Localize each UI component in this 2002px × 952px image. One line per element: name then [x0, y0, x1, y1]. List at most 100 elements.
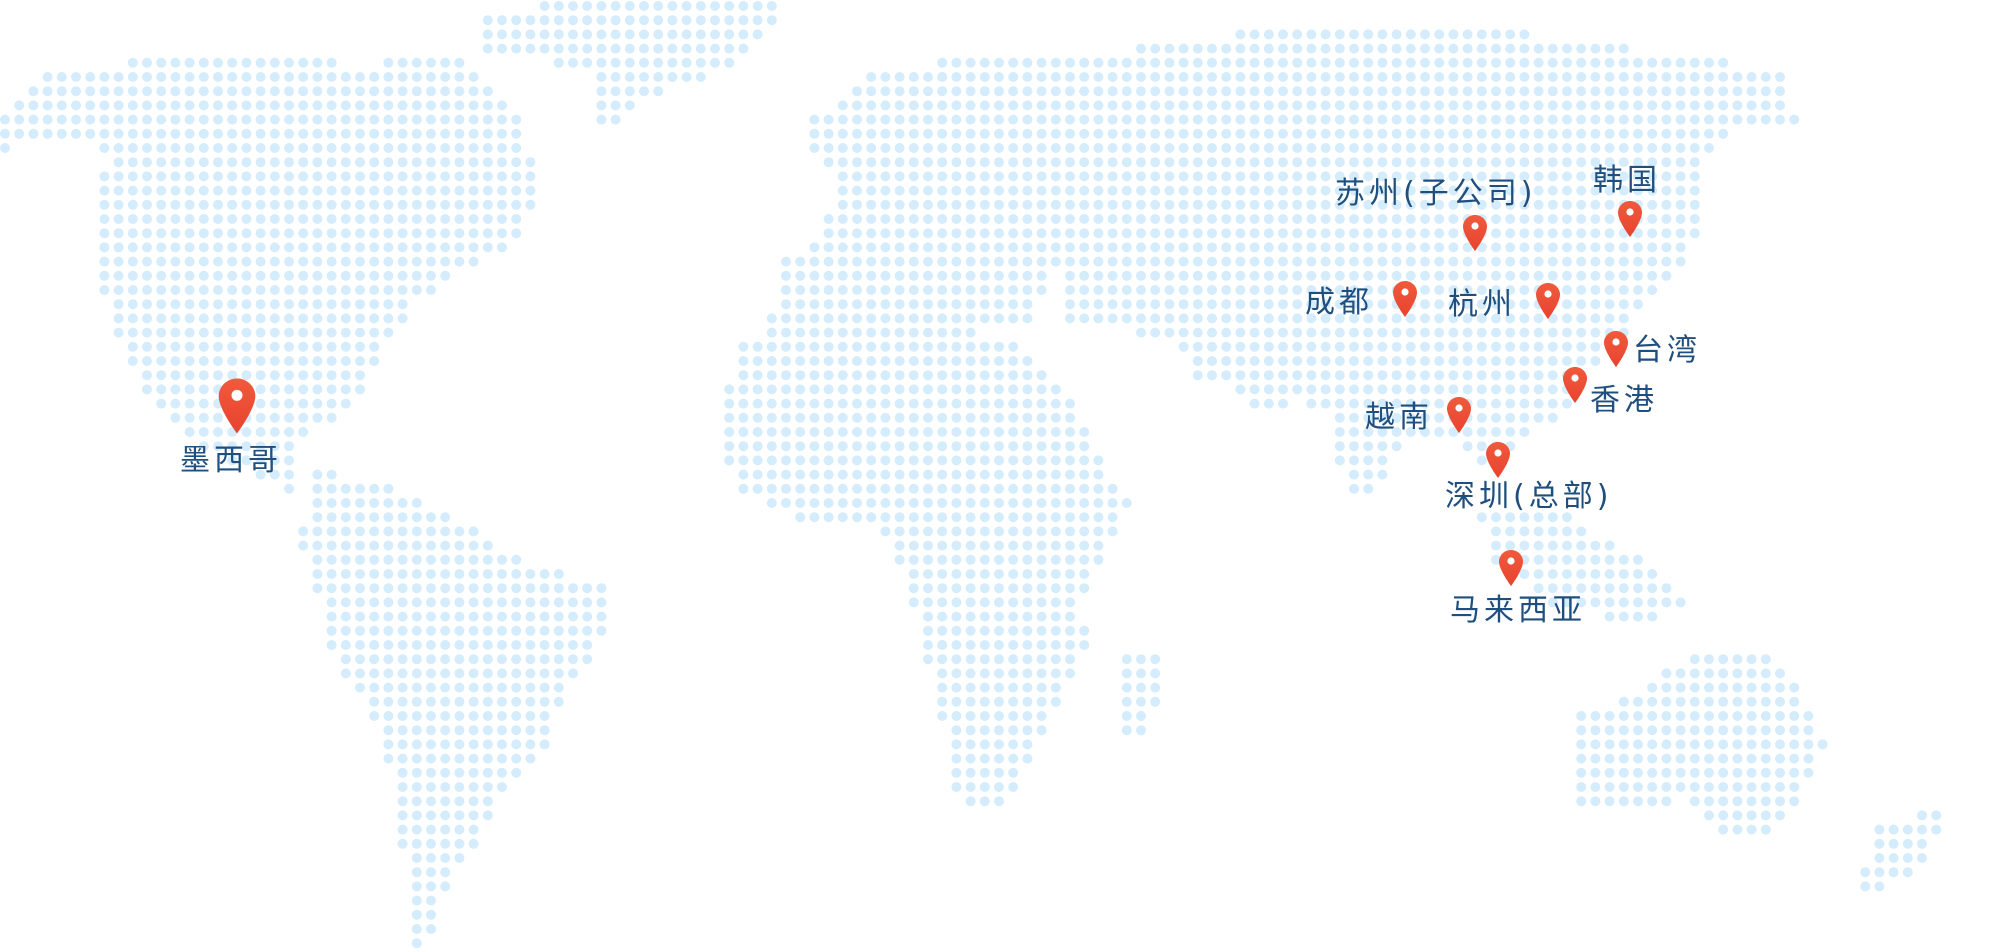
map-pin-icon[interactable]: [1462, 214, 1488, 252]
map-pin-icon[interactable]: [1535, 282, 1561, 320]
map-dot: [142, 128, 152, 139]
map-pin-icon[interactable]: [1603, 330, 1629, 368]
map-dot: [1079, 583, 1090, 594]
location-label-taiwan: 台湾: [1633, 333, 1701, 368]
map-dot: [383, 114, 394, 125]
map-dot: [1391, 171, 1402, 182]
map-dot: [1192, 114, 1203, 125]
map-dot: [1661, 171, 1672, 182]
map-dot: [1547, 356, 1558, 366]
map-dot: [440, 157, 451, 168]
map-dot: [284, 370, 294, 381]
map-dot: [0, 114, 10, 125]
map-pin-icon[interactable]: [1392, 280, 1418, 318]
map-dot: [1505, 398, 1516, 409]
map-dot: [994, 654, 1004, 665]
map-dot: [198, 57, 209, 68]
map-dot: [340, 270, 351, 281]
map-dot: [255, 327, 266, 338]
map-dot: [1448, 199, 1459, 210]
map-dot: [1136, 100, 1146, 111]
map-dot: [1349, 469, 1359, 480]
map-dot: [1349, 199, 1359, 210]
map-dot: [1065, 654, 1075, 665]
map-dot: [383, 185, 394, 196]
map-dot: [1136, 313, 1146, 324]
map-dot: [965, 668, 976, 679]
map-dot: [1533, 171, 1544, 182]
map-dot: [1121, 100, 1132, 111]
map-dot: [454, 753, 465, 764]
map-dot: [923, 483, 933, 494]
map-dot: [866, 228, 877, 239]
map-dot: [1363, 256, 1374, 267]
map-dot: [965, 171, 976, 182]
map-dot: [454, 72, 465, 82]
map-dot: [426, 100, 436, 111]
map-dot: [1760, 725, 1771, 736]
map-dot: [781, 441, 791, 452]
map-dot: [383, 654, 394, 665]
map-dot: [1434, 185, 1445, 196]
map-dot: [397, 838, 408, 849]
map-dot: [1050, 597, 1061, 608]
map-dot: [355, 171, 365, 182]
map-dot: [1022, 682, 1033, 693]
map-dot: [1718, 114, 1729, 125]
map-dot: [454, 810, 465, 821]
map-dot: [1491, 526, 1501, 537]
map-dot: [1306, 214, 1317, 224]
map-dot: [142, 384, 152, 395]
map-dot: [852, 384, 862, 395]
map-dot: [1562, 57, 1572, 68]
map-dot: [1349, 43, 1359, 54]
map-dot: [979, 370, 990, 381]
map-dot: [213, 427, 223, 437]
map-dot: [1036, 554, 1047, 565]
map-dot: [1547, 313, 1558, 324]
map-dot: [1349, 299, 1359, 310]
map-dot: [1093, 256, 1104, 267]
map-dot: [1633, 143, 1643, 153]
location-label-malaysia: 马来西亚: [1450, 593, 1586, 628]
map-dot: [1022, 554, 1033, 565]
map-dot: [99, 185, 110, 196]
map-pin-icon[interactable]: [1617, 200, 1643, 238]
map-pin-icon[interactable]: [217, 377, 257, 435]
map-dot: [1476, 398, 1487, 409]
map-dot: [284, 242, 294, 253]
map-dot: [724, 455, 735, 466]
map-pin-icon[interactable]: [1562, 366, 1588, 404]
map-dot: [1008, 469, 1019, 480]
map-dot: [738, 469, 749, 480]
map-dot: [497, 696, 507, 707]
map-dot: [1803, 711, 1814, 721]
map-dot: [1590, 157, 1601, 168]
map-dot: [1462, 157, 1473, 168]
map-dot: [781, 313, 791, 324]
map-dot: [1377, 228, 1388, 239]
map-dot: [1448, 29, 1459, 40]
map-dot: [1121, 256, 1132, 267]
map-dot: [1604, 725, 1615, 736]
map-dot: [326, 356, 337, 366]
map-dot: [1377, 270, 1388, 281]
map-dot: [1263, 185, 1274, 196]
map-dot: [156, 128, 167, 139]
map-dot: [1334, 72, 1345, 82]
map-dot: [894, 214, 905, 224]
map-dot: [454, 625, 465, 636]
map-dot: [724, 43, 735, 54]
map-pin-icon[interactable]: [1446, 396, 1472, 434]
map-dot: [837, 469, 848, 480]
map-dot: [369, 711, 380, 721]
map-dot: [1334, 256, 1345, 267]
map-pin-icon[interactable]: [1485, 441, 1511, 479]
map-pin-icon[interactable]: [1498, 549, 1524, 587]
map-dot: [1136, 256, 1146, 267]
map-dot: [1349, 398, 1359, 409]
map-dot: [1050, 128, 1061, 139]
map-dot: [951, 57, 962, 68]
map-dot: [568, 611, 578, 622]
map-dot: [397, 228, 408, 239]
